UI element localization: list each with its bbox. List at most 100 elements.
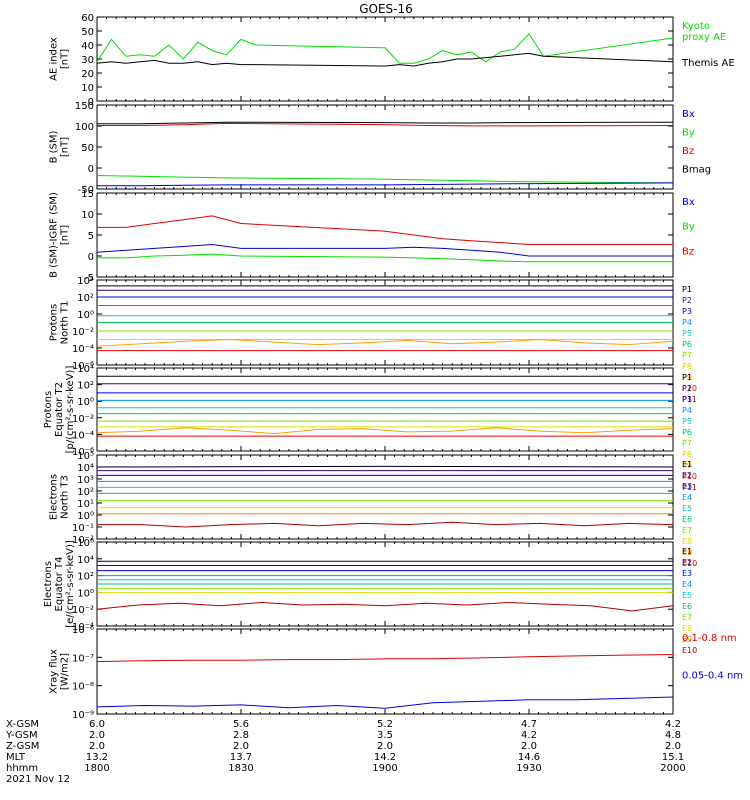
legend-label: E9 xyxy=(682,548,692,557)
y-tick-label: -50 xyxy=(78,185,94,196)
y-tick-label: 10⁻⁴ xyxy=(72,622,94,633)
xaxis-value: 1830 xyxy=(228,763,253,774)
y-tick-label: 60 xyxy=(81,13,94,24)
legend-label: P3 xyxy=(682,307,692,316)
y-tick-label: 0 xyxy=(88,164,94,175)
series-line xyxy=(96,52,674,67)
series-line xyxy=(96,427,674,435)
y-tick-label: 10⁰ xyxy=(77,397,94,408)
legend-label: E2 xyxy=(682,471,692,480)
y-axis-title: [p/(cm²-s-sr-keV)] xyxy=(65,366,76,454)
legend-label: P9 xyxy=(682,461,692,470)
xaxis-value: 14.6 xyxy=(518,752,540,763)
xaxis-value: 2.0 xyxy=(89,730,105,741)
y-axis-title: B (SM)-IGRF (SM) xyxy=(49,192,60,278)
y-tick-label: 150 xyxy=(75,101,94,112)
y-tick-label: 10 xyxy=(81,210,94,221)
y-axis-title: Equator T4 xyxy=(54,557,65,612)
xaxis-value: 4.2 xyxy=(665,719,681,730)
series-line xyxy=(96,32,674,64)
panel-p_equator: 10⁻⁶ 10⁻⁴ 10⁻² 10⁰ 10² 10⁴ Protons Equator T2 [p… xyxy=(43,364,697,492)
legend-label: By xyxy=(682,128,695,139)
legend-label: P7 xyxy=(682,439,692,448)
xaxis-value: 2.8 xyxy=(233,730,249,741)
panel-p_north: 10⁻⁶ 10⁻⁴ 10⁻² 10⁰ 10² 10⁴ Protons North T1 P1 P2… xyxy=(49,276,698,404)
legend-label: P6 xyxy=(682,428,692,437)
y-tick-label: 15 xyxy=(81,189,94,200)
y-axis-title: Electrons xyxy=(43,561,54,607)
legend-label: P5 xyxy=(682,329,692,338)
series-line xyxy=(97,122,674,127)
xaxis-value: 14.2 xyxy=(374,752,396,763)
legend-label: E8 xyxy=(682,537,692,546)
y-tick-label: 10⁻⁴ xyxy=(72,430,94,441)
y-tick-label: 10¹ xyxy=(77,499,94,510)
panel-xray: 10⁻⁹ 10⁻⁸ 10⁻⁷ 10⁻⁶ Xray flux [W/m2] 0.1-0.8 n… xyxy=(49,625,744,721)
legend-label: P8 xyxy=(682,450,692,459)
y-tick-label: 10⁻² xyxy=(72,414,94,425)
xaxis-value: 1930 xyxy=(516,763,541,774)
legend-label: P1 xyxy=(682,285,692,294)
legend-label: E5 xyxy=(682,591,692,600)
y-tick-label: 10⁻⁶ xyxy=(72,361,94,372)
legend-label: proxy AE xyxy=(682,32,726,43)
legend-label: E6 xyxy=(682,602,692,611)
y-tick-label: 50 xyxy=(81,143,94,154)
y-tick-label: 10⁴ xyxy=(77,276,94,287)
date-label: 2021 Nov 12 xyxy=(6,774,70,785)
legend-label: P8 xyxy=(682,362,692,371)
xaxis-row-label: X-GSM xyxy=(6,719,39,730)
y-tick-label: 10⁻⁶ xyxy=(72,625,94,636)
legend-label: P10 xyxy=(682,384,697,393)
legend-label: E7 xyxy=(682,526,692,535)
panel-frame xyxy=(96,367,674,452)
y-tick-label: 10⁻⁴ xyxy=(72,344,94,355)
y-axis-title: [nT] xyxy=(60,49,71,69)
y-axis-title: B (SM) xyxy=(49,130,60,163)
legend-label: E5 xyxy=(682,504,692,513)
y-tick-label: 0 xyxy=(88,97,94,108)
legend-label: E1 xyxy=(682,460,692,469)
legend-label: E10 xyxy=(682,646,697,655)
panel-frame xyxy=(96,192,674,278)
y-tick-label: 30 xyxy=(81,55,94,66)
legend-label: Themis AE xyxy=(681,58,735,69)
y-tick-label: 10³ xyxy=(77,475,94,486)
y-axis-title: North T3 xyxy=(60,475,71,519)
legend-label: E9 xyxy=(682,635,692,644)
xaxis-value: 5.2 xyxy=(377,719,393,730)
legend-label: E1 xyxy=(682,547,692,556)
xaxis-value: 4.7 xyxy=(521,719,537,730)
y-tick-label: 10⁶ xyxy=(77,538,94,549)
y-tick-label: 10⁰ xyxy=(77,588,94,599)
xaxis-value: 2.0 xyxy=(377,741,393,752)
xaxis-value: 2.0 xyxy=(89,741,105,752)
series-line xyxy=(96,243,673,257)
y-tick-label: 40 xyxy=(81,41,94,52)
panel-bsm: -50 0 50 100 150 B (SM) [nT] Bx By Bz Bmag xyxy=(49,101,712,196)
y-axis-title: Protons xyxy=(43,391,54,428)
legend-label: E2 xyxy=(682,558,692,567)
legend-label: E10 xyxy=(682,559,697,568)
y-tick-label: 10⁴ xyxy=(77,555,94,566)
y-axis-title: [nT] xyxy=(60,137,71,157)
legend-label: E4 xyxy=(682,580,692,589)
xaxis-value: 6.0 xyxy=(89,719,105,730)
xaxis-value: 2.0 xyxy=(233,741,249,752)
y-tick-label: 10⁻⁷ xyxy=(72,653,94,664)
series-line xyxy=(96,338,674,347)
xaxis-value: 1800 xyxy=(84,763,109,774)
series-line xyxy=(96,696,674,709)
series-line xyxy=(96,465,674,468)
legend-label: P6 xyxy=(682,340,692,349)
y-tick-label: 5 xyxy=(88,231,94,242)
y-tick-label: 10² xyxy=(77,381,94,392)
y-axis-title: Protons xyxy=(49,304,60,341)
legend-label: Bx xyxy=(682,109,695,120)
y-tick-label: 10⁻¹ xyxy=(72,523,94,534)
legend-label: E7 xyxy=(682,613,692,622)
chart-title: GOES-16 xyxy=(359,2,413,16)
y-axis-title: [e/(cm²-s-sr-keV)] xyxy=(65,540,76,628)
